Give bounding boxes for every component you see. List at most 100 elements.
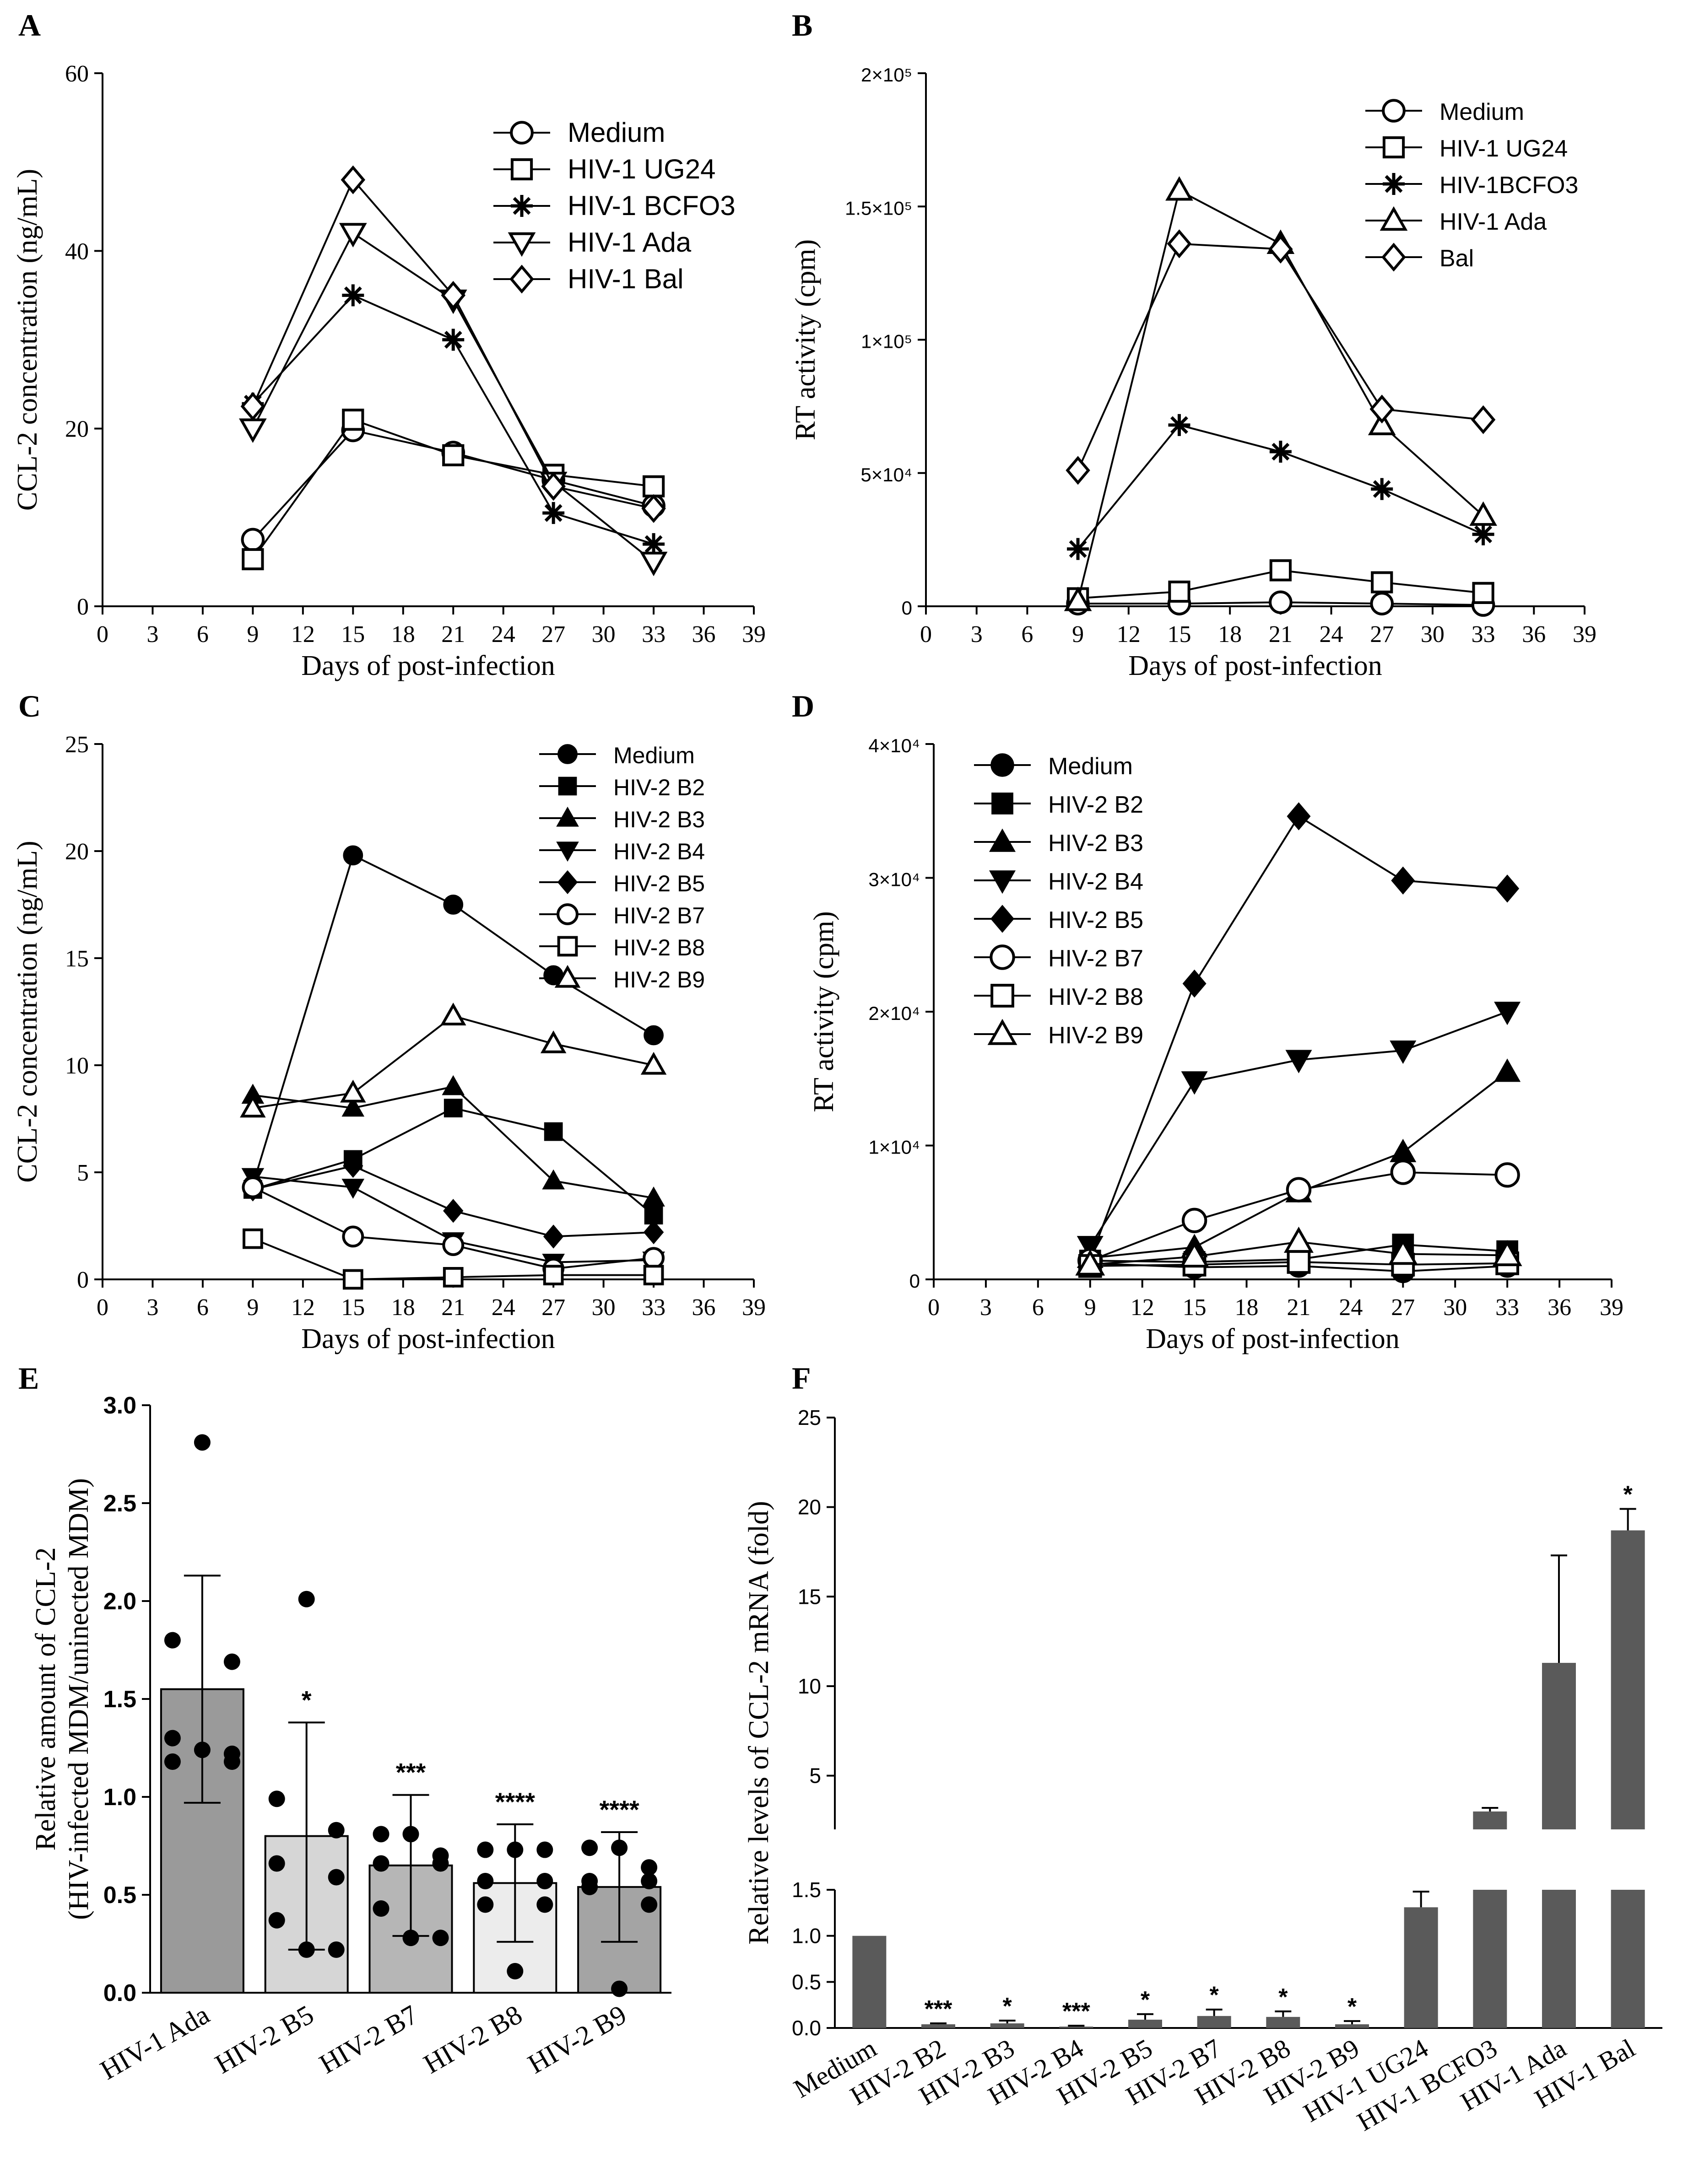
data-point: [268, 1855, 285, 1872]
legend-item-hiv-1bcfo3: HIV-1BCFO3: [1365, 172, 1578, 199]
data-point: [540, 1030, 567, 1053]
x-tick-label: 18: [391, 1294, 415, 1321]
legend-item-hiv-2-b4: HIV-2 B4: [539, 839, 705, 864]
legend-item-hiv-1-ada: HIV-1 Ada: [1365, 206, 1547, 235]
y-tick-label: 0: [909, 1270, 920, 1292]
series-hiv-2-b9: [1075, 1226, 1522, 1276]
data-point: [641, 1873, 658, 1890]
data-point: [536, 1841, 553, 1858]
data-point: [1287, 1250, 1311, 1274]
legend-marker: [557, 936, 578, 957]
data-point: [543, 1265, 564, 1286]
x-tick-label: 30: [592, 1294, 616, 1321]
data-point: [544, 1122, 563, 1141]
data-point: [1167, 229, 1192, 259]
x-tick-label: 3: [980, 1294, 992, 1321]
data-point: [1168, 580, 1190, 603]
significance-label: ***: [396, 1758, 426, 1787]
x-tick-label: 12: [291, 621, 315, 647]
data-point: [343, 845, 363, 866]
significance-label: *: [1003, 1993, 1012, 2020]
data-point: [373, 1900, 390, 1917]
legend-item-hiv-1-ug24: HIV-1 UG24: [493, 154, 715, 184]
data-point: [644, 1025, 664, 1046]
data-point: [1494, 1058, 1521, 1082]
data-point: [194, 1434, 211, 1451]
data-point: [541, 472, 566, 501]
data-point: [1182, 969, 1207, 998]
legend-item-medium: Medium: [974, 753, 1133, 780]
x-tick-label: 0: [928, 1294, 940, 1321]
y-tick-label: 0.5: [103, 1882, 136, 1909]
x-tick-label: 39: [742, 1294, 766, 1321]
bar: [1473, 1890, 1507, 2028]
bar: [921, 2024, 955, 2028]
data-point: [402, 1826, 419, 1843]
legend-label: HIV-2 B3: [613, 807, 705, 832]
y-tick-label: 0.0: [792, 2016, 821, 2040]
data-point: [444, 1099, 463, 1117]
series-line: [252, 418, 654, 560]
data-point: [542, 502, 565, 524]
x-tick-label: 15: [1167, 621, 1191, 647]
series-hiv-1-bcfo3: [242, 284, 665, 555]
bar-upper-segment: [1473, 1811, 1507, 1829]
legend-marker: [557, 870, 578, 895]
x-tick-label: 33: [1495, 1294, 1519, 1321]
x-tick-label: 36: [692, 1294, 716, 1321]
legend-label: Medium: [1048, 753, 1133, 780]
data-point: [1180, 1241, 1210, 1268]
y-axis-title: CCL-2 concentration (ng/mL): [12, 841, 43, 1182]
legend-label: HIV-2 B9: [613, 967, 705, 992]
data-point: [1066, 456, 1090, 485]
data-point: [1495, 874, 1520, 903]
legend-marker: [1380, 206, 1408, 231]
legend-label: HIV-2 B7: [1048, 945, 1143, 972]
data-point: [536, 1896, 553, 1913]
legend-marker: [987, 1019, 1017, 1045]
data-point: [643, 1247, 665, 1269]
x-tick-label: 0: [97, 1294, 108, 1321]
x-tick-label: 3: [146, 621, 158, 647]
bar: [1335, 2024, 1369, 2028]
y-tick-label: 3×10⁴: [868, 869, 920, 890]
data-point: [441, 280, 465, 310]
data-point: [328, 1822, 345, 1839]
legend-marker: [1383, 173, 1405, 195]
x-tick-label: 6: [1032, 1294, 1044, 1321]
x-tick-label: 6: [197, 1294, 209, 1321]
bar: [1542, 1890, 1576, 2028]
legend-label: Bal: [1439, 245, 1474, 272]
data-point: [339, 223, 367, 248]
data-point: [298, 1591, 315, 1607]
legend-label: Medium: [568, 117, 665, 148]
y-tick-label: 3.0: [103, 1392, 136, 1419]
panel-label: D: [792, 689, 814, 723]
legend-item-hiv-2-b9: HIV-2 B9: [539, 965, 705, 992]
y-tick-label: 25: [65, 732, 89, 758]
bar: [1197, 2016, 1231, 2028]
x-tick-label: 39: [1600, 1294, 1623, 1321]
y-axis-title: Relative amount of CCL-2: [30, 1548, 61, 1851]
bar: [1266, 2017, 1300, 2028]
significance-label: *: [1623, 1482, 1633, 1508]
legend-marker: [1382, 136, 1405, 159]
legend-marker: [990, 944, 1015, 970]
data-point: [194, 1742, 211, 1758]
x-tick-label: 9: [1084, 1294, 1096, 1321]
y-tick-label: 2×10⁴: [868, 1003, 920, 1024]
data-point: [341, 165, 366, 194]
x-tick-label: 21: [1287, 1294, 1310, 1321]
legend-item-hiv-2-b4: HIV-2 B4: [974, 868, 1143, 895]
data-point: [507, 1841, 524, 1858]
data-point: [643, 533, 665, 555]
data-point: [164, 1632, 181, 1649]
x-tick-label: 6: [1021, 621, 1033, 647]
series-hiv-2-b8: [243, 1228, 664, 1290]
y-tick-label: 10: [798, 1674, 821, 1698]
data-point: [1268, 234, 1293, 264]
data-point: [328, 1869, 345, 1886]
legend-label: HIV-2 B8: [1048, 984, 1143, 1010]
data-point: [643, 1265, 664, 1286]
y-axis-title: Relative levels of CCL-2 mRNA (fold): [743, 1501, 774, 1944]
